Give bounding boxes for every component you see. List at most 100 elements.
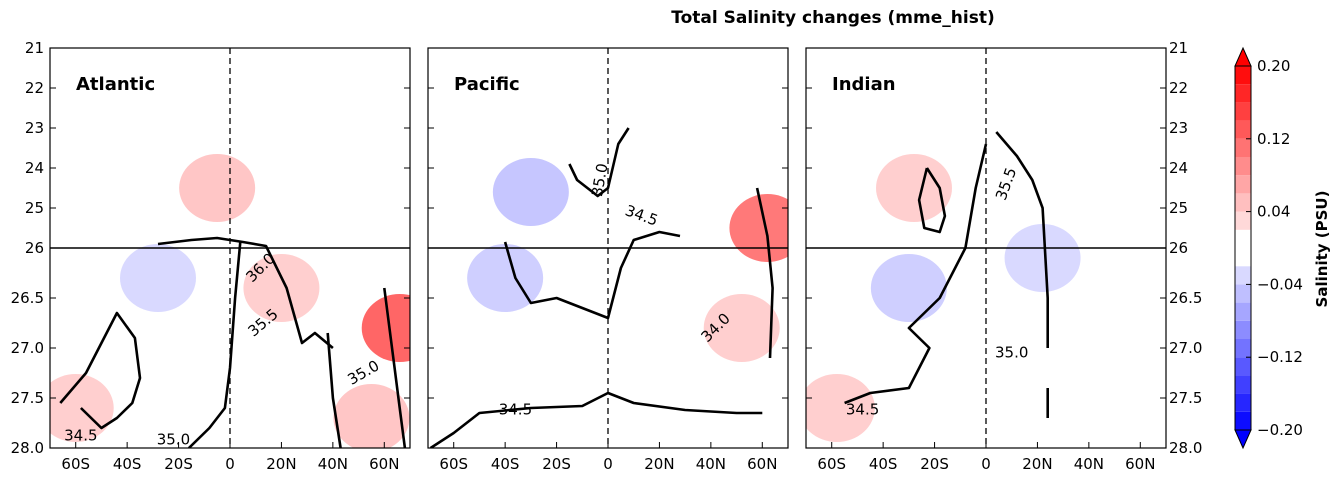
anomaly-patch [1004,224,1081,292]
thick-contour-line [187,241,242,448]
x-tick-label: 60N [369,455,399,473]
colorbar-tick-label: −0.12 [1257,348,1303,366]
colorbar-segment [1235,266,1251,285]
y-tick-label-right: 27.5 [1169,389,1202,407]
anomaly-patch [361,294,410,362]
y-tick-label-right: 24 [1169,159,1188,177]
contour-label: 35.0 [344,356,382,388]
x-tick-label: 40N [1074,455,1104,473]
colorbar-frame [1234,65,1252,431]
y-tick-label-right: 21 [1169,39,1188,57]
y-tick-label-left: 27.0 [11,339,44,357]
panel-name: Indian [832,74,896,95]
y-tick-label-left: 27.5 [11,389,44,407]
panel-plot-area: 35.034.534.034.5 [428,48,788,448]
x-tick-label: 0 [225,455,235,473]
colorbar-label: Salinity (PSU) [1313,191,1331,308]
thick-contour-line [503,230,681,320]
thick-contour-line [995,131,1049,348]
x-tick-label: 60S [61,455,90,473]
colorbar: 0.20 0.12 0.04 −0.04 −0.12 −0.20 Salinity (PSU… [1234,46,1331,450]
colorbar-segment [1235,229,1251,267]
colorbar-segment [1235,284,1251,303]
colorbar-segment [1235,211,1251,230]
x-tick-label: 20S [920,455,949,473]
x-tick-label: 40S [113,455,142,473]
colorbar-segment [1235,411,1251,430]
colorbar-tick-label: 0.04 [1257,203,1290,221]
y-tick-label-right: 22 [1169,79,1188,97]
x-tick-label: 40S [869,455,898,473]
anomaly-patch [806,374,875,442]
colorbar-segment [1235,157,1251,176]
anomaly-patch [703,294,780,362]
y-tick-label-right: 27.0 [1169,339,1202,357]
colorbar-segment [1235,102,1251,121]
x-tick-label: 20S [164,455,193,473]
contour-label: 34.5 [499,401,532,419]
thick-contour-line [429,391,763,448]
y-tick-label-right: 23 [1169,119,1188,137]
y-tick-label-left: 25 [25,199,44,217]
thick-contour-line [157,236,334,349]
x-tick-label: 20N [266,455,296,473]
y-tick-label-left: 23 [25,119,44,137]
colorbar-segment [1235,138,1251,157]
y-tick-label-right: 28.0 [1169,439,1202,457]
colorbar-extend-min [1234,429,1252,450]
panel-name: Pacific [454,74,520,95]
anomaly-patch [870,254,947,322]
chart-title: Total Salinity changes (mme_hist) [671,8,995,28]
x-tick-label: 40N [696,455,726,473]
colorbar-segment [1235,66,1251,85]
thick-contour-line [568,127,630,198]
x-tick-label: 60N [1125,455,1155,473]
y-tick-label-left: 26 [25,239,44,257]
colorbar-tick-label: 0.12 [1257,130,1290,148]
panel-plot-area: 36.035.535.034.5 35.0 [50,48,410,448]
anomaly-patch [179,154,256,222]
panel-name: Atlantic [76,74,155,95]
colorbar-segment [1235,120,1251,139]
thick-contour-line [917,167,947,234]
x-tick-label: 0 [981,455,991,473]
x-tick-label: 40S [491,455,520,473]
y-tick-label-left: 24 [25,159,44,177]
thick-contour-line [383,287,407,448]
contour-label: 34.5 [64,427,97,445]
anomaly-patch [467,244,544,312]
thick-contour-line [844,143,988,405]
x-tick-label: 60S [439,455,468,473]
colorbar-segment [1235,357,1251,376]
colorbar-tick-label: 0.20 [1257,57,1290,75]
anomaly-patch [120,244,196,312]
x-tick-label: 20N [1022,455,1052,473]
contour-label: 35.0 [995,344,1028,362]
colorbar-segment [1235,320,1251,339]
anomaly-patch [876,154,952,222]
y-tick-label-left: 28.0 [11,439,44,457]
x-tick-label: 40N [318,455,348,473]
thick-contour-line [59,311,142,430]
colorbar-segment [1235,84,1251,103]
x-tick-label: 20S [542,455,571,473]
anomaly-patch [243,254,320,322]
y-tick-label-right: 25 [1169,199,1188,217]
anomaly-patch [333,384,410,448]
thick-contour-line [326,332,342,448]
thick-contour-line [755,187,774,359]
x-tick-label: 60S [817,455,846,473]
colorbar-extend-max [1234,46,1252,67]
panel-indian: 35.5 35.0 34.5 Indian 60S 40S 20S 0 20N 40N 60N [805,47,1167,473]
colorbar-tick-label: −0.04 [1257,275,1303,293]
contour-label: 35.5 [992,165,1020,203]
colorbar-segment [1235,375,1251,394]
contour-label: 34.5 [846,401,879,419]
x-tick-label: 0 [603,455,613,473]
colorbar-segment [1235,175,1251,194]
colorbar-segment [1235,193,1251,212]
y-tick-label-right: 26 [1169,239,1188,257]
colorbar-segment [1235,302,1251,321]
y-tick-label-right: 26.5 [1169,289,1202,307]
